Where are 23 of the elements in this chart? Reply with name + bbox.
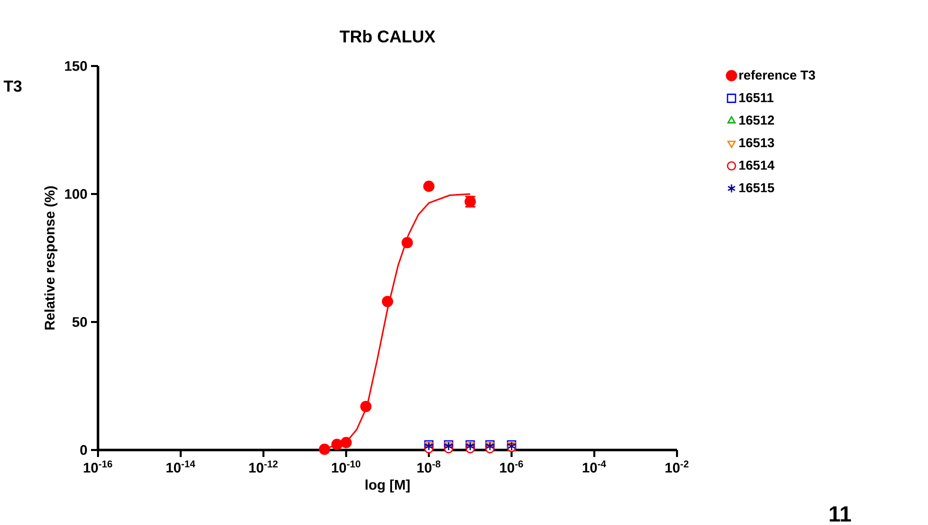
x-tick-label: 10$^{-12}$ [249,460,278,473]
text: T3 [4,80,22,92]
text: 11 [830,506,851,522]
x-axis-title: log [M] [366,480,410,493]
legend-label: 16511 [739,93,774,102]
x-tick-label: 10$^{-10}$ [332,460,360,473]
chart-title: TRb CALUX [340,30,436,42]
legend-label: 16515 [739,183,774,192]
x-tick-label: 10$^{-6}$ [500,460,524,473]
legend-label: reference T3 [739,70,816,80]
x-tick-label: 10$^{-4}$ [582,460,606,473]
y-tick-label: 0 [80,445,87,455]
legend-label: 16512 [739,116,774,125]
y-axis-title: Relative response (%) [44,186,58,330]
x-tick-label: 10$^{-8}$ [417,460,440,473]
x-tick-label: 10$^{-16}$ [84,460,112,473]
y-tick-label: 150 [65,61,87,71]
legend-label: 16513 [739,138,774,148]
legend-label: 16514 [739,160,774,170]
y-tick-label: 50 [72,317,87,327]
x-tick-label: 10$^{-2}$ [666,460,688,473]
x-tick-label: 10$^{-14}$ [166,460,196,473]
y-tick-label: 100 [65,189,87,199]
